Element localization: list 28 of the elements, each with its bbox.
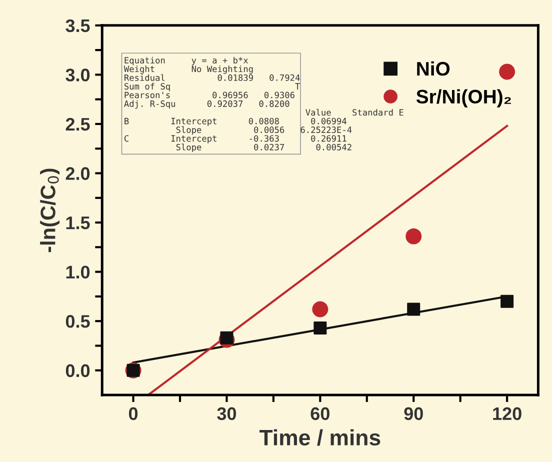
y-tick-label: 0.5 [66, 315, 90, 328]
annotation: Slope 0.0237 0.00542 [176, 144, 352, 152]
x-tick-label: 60 [310, 407, 330, 420]
legend-label: Sr/Ni(OH)₂ [416, 89, 511, 108]
annotation: Pearson's 0.96956 0.9306 [124, 92, 294, 98]
x-axis-title: Time / mins [259, 429, 380, 446]
y-tick-label: 1.0 [66, 266, 90, 279]
x-tick-label: 0 [128, 407, 138, 420]
y-tick-label: 1.5 [66, 216, 90, 230]
y-axis-title: -ln(C/C$_{0}$) [40, 168, 60, 252]
x-tick-label: 30 [217, 407, 236, 420]
annotation: Slope 0.0056 6.25223E-4 [176, 126, 352, 135]
y-tick-label: 3.0 [66, 68, 90, 82]
y-tick-label: 0.0 [66, 364, 90, 378]
x-tick-label: 120 [493, 407, 522, 420]
y-tick-label: 2.0 [66, 167, 90, 180]
annotation: Residual 0.01839 0.7924 [124, 74, 300, 81]
y-tick-label: 2.5 [66, 118, 90, 131]
annotation: Sum of Sq T [124, 82, 300, 92]
annotation: Adj. R-Squ 0.92037 0.8200 [124, 100, 290, 109]
annotation: C Intercept -0.363 0.26911 [124, 135, 346, 144]
legend-label: NiO [417, 61, 450, 76]
x-tick-label: 90 [404, 407, 423, 420]
annotation: Value Standard E [306, 108, 404, 116]
annotation: Weight No Weighting [124, 66, 253, 74]
annotation: Equation y = a + b*x [124, 56, 248, 66]
annotation: B Intercept 0.0808 0.06994 [124, 118, 346, 126]
y-tick-label: 3.5 [66, 19, 90, 32]
